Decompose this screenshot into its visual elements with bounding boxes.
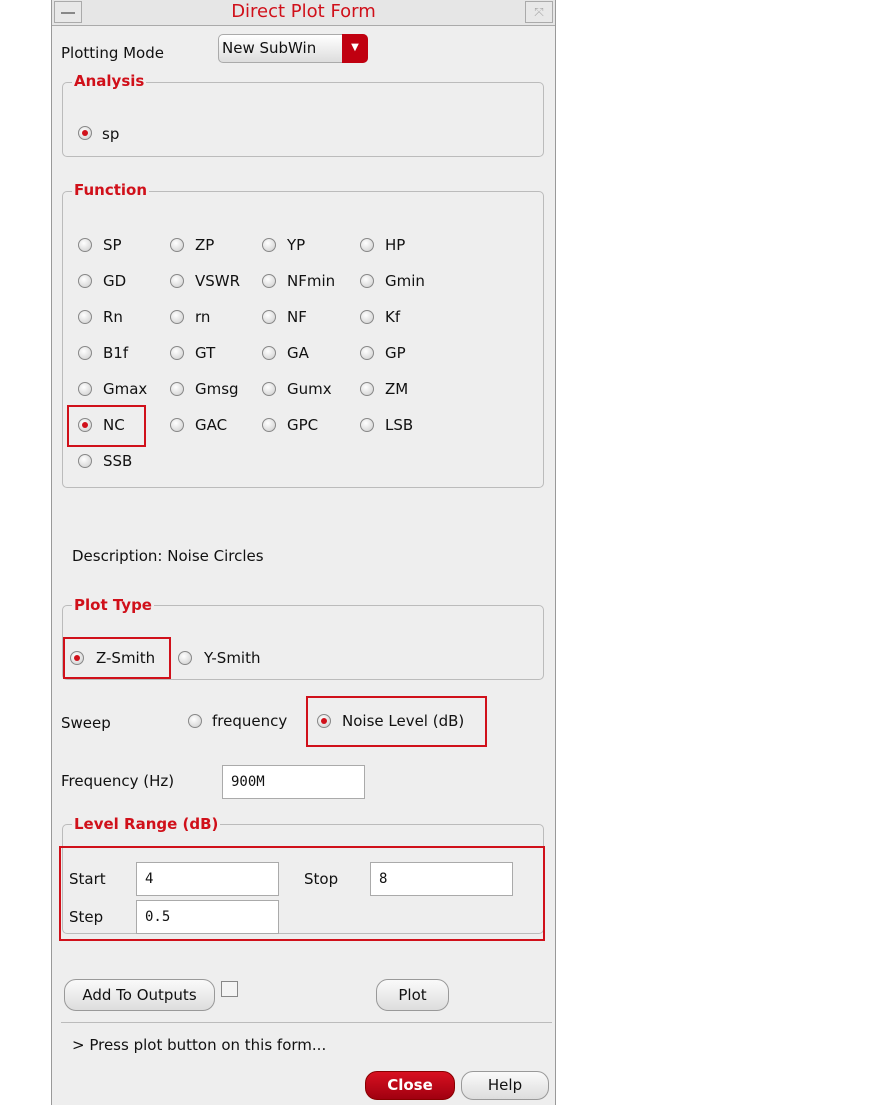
radio-gp[interactable] xyxy=(360,346,374,360)
highlight-nc xyxy=(67,405,146,447)
radio-ga-label: GA xyxy=(287,344,309,362)
plot-button[interactable]: Plot xyxy=(376,979,449,1011)
radio-rn[interactable] xyxy=(78,310,92,324)
add-to-outputs-button[interactable]: Add To Outputs xyxy=(64,979,215,1011)
radio-lsb-label: LSB xyxy=(385,416,414,434)
plotting-mode-value: New SubWin xyxy=(222,39,317,57)
radio-nfmin[interactable] xyxy=(262,274,276,288)
radio-vswr-label: VSWR xyxy=(195,272,241,290)
radio-rn-label: Rn xyxy=(103,308,123,326)
radio-zm[interactable] xyxy=(360,382,374,396)
plotting-mode-select[interactable]: New SubWin ▼ xyxy=(218,34,368,63)
radio-gmax-label: Gmax xyxy=(103,380,148,398)
radio-nfmin-label: NFmin xyxy=(287,272,336,290)
radio-rn[interactable] xyxy=(170,310,184,324)
radio-z-smith-label: Z-Smith xyxy=(96,649,156,667)
radio-y-smith-label: Y-Smith xyxy=(204,649,261,667)
function-group xyxy=(62,191,544,488)
maximize-button[interactable]: ⤧ xyxy=(525,1,553,23)
radio-vswr[interactable] xyxy=(170,274,184,288)
minimize-icon xyxy=(61,12,75,14)
frequency-input[interactable]: 900M xyxy=(222,765,365,799)
radio-b1f-label: B1f xyxy=(103,344,129,362)
radio-yp[interactable] xyxy=(262,238,276,252)
divider xyxy=(61,1022,552,1023)
stop-label: Stop xyxy=(304,870,339,888)
radio-sp[interactable] xyxy=(78,126,92,140)
radio-frequency[interactable] xyxy=(188,714,202,728)
chevron-down-icon: ▼ xyxy=(342,34,368,63)
radio-nc-label: NC xyxy=(103,416,125,434)
radio-hp-label: HP xyxy=(385,236,406,254)
radio-hp[interactable] xyxy=(360,238,374,252)
radio-frequency-label: frequency xyxy=(212,712,288,730)
radio-kf[interactable] xyxy=(360,310,374,324)
plot-type-label: Plot Type xyxy=(72,596,154,614)
radio-gmin[interactable] xyxy=(360,274,374,288)
highlight-noise-level xyxy=(306,696,487,747)
radio-gpc[interactable] xyxy=(262,418,276,432)
radio-gmax[interactable] xyxy=(78,382,92,396)
radio-gt-label: GT xyxy=(195,344,216,362)
maximize-icon: ⤧ xyxy=(534,5,544,19)
highlight-z-smith xyxy=(63,637,171,679)
radio-gp-label: GP xyxy=(385,344,406,362)
radio-sp[interactable] xyxy=(78,238,92,252)
title-bar: Direct Plot Form ⤧ xyxy=(52,0,555,26)
radio-noise-level[interactable] xyxy=(317,714,331,728)
radio-zp-label: ZP xyxy=(195,236,215,254)
window-title: Direct Plot Form xyxy=(231,1,376,22)
radio-gumx-label: Gumx xyxy=(287,380,332,398)
radio-gt[interactable] xyxy=(170,346,184,360)
radio-gd[interactable] xyxy=(78,274,92,288)
radio-noise-level-label: Noise Level (dB) xyxy=(342,712,465,730)
radio-gd-label: GD xyxy=(103,272,127,290)
radio-sp-label: sp xyxy=(102,125,120,143)
radio-gumx[interactable] xyxy=(262,382,276,396)
step-input[interactable]: 0.5 xyxy=(136,900,279,934)
analysis-group xyxy=(62,82,544,157)
radio-zp[interactable] xyxy=(170,238,184,252)
radio-ssb[interactable] xyxy=(78,454,92,468)
radio-gac-label: GAC xyxy=(195,416,228,434)
analysis-label: Analysis xyxy=(72,72,147,90)
close-button[interactable]: Close xyxy=(365,1071,455,1100)
radio-y-smith[interactable] xyxy=(178,651,192,665)
radio-gac[interactable] xyxy=(170,418,184,432)
highlight-level-range xyxy=(59,846,545,941)
direct-plot-form-window: Direct Plot Form ⤧ Plotting Mode New Sub… xyxy=(51,0,556,1105)
radio-nc[interactable] xyxy=(78,418,92,432)
radio-rn-label: rn xyxy=(195,308,211,326)
radio-gpc-label: GPC xyxy=(287,416,319,434)
radio-nf[interactable] xyxy=(262,310,276,324)
radio-gmin-label: Gmin xyxy=(385,272,425,290)
radio-nf-label: NF xyxy=(287,308,307,326)
level-range-label: Level Range (dB) xyxy=(72,815,221,833)
radio-gmsg[interactable] xyxy=(170,382,184,396)
radio-gmsg-label: Gmsg xyxy=(195,380,239,398)
start-input[interactable]: 4 xyxy=(136,862,279,896)
description-text: Description: Noise Circles xyxy=(72,547,264,565)
radio-ssb-label: SSB xyxy=(103,452,133,470)
minimize-button[interactable] xyxy=(54,1,82,23)
start-label: Start xyxy=(69,870,106,888)
radio-b1f[interactable] xyxy=(78,346,92,360)
radio-z-smith[interactable] xyxy=(70,651,84,665)
sweep-label: Sweep xyxy=(61,714,111,732)
help-button[interactable]: Help xyxy=(461,1071,549,1100)
radio-ga[interactable] xyxy=(262,346,276,360)
add-to-outputs-checkbox[interactable] xyxy=(221,981,238,997)
status-text: > Press plot button on this form... xyxy=(72,1036,327,1054)
function-label: Function xyxy=(72,181,150,199)
step-label: Step xyxy=(69,908,104,926)
radio-sp-label: SP xyxy=(103,236,122,254)
radio-kf-label: Kf xyxy=(385,308,401,326)
plotting-mode-label: Plotting Mode xyxy=(61,44,164,62)
stop-input[interactable]: 8 xyxy=(370,862,513,896)
radio-lsb[interactable] xyxy=(360,418,374,432)
frequency-label: Frequency (Hz) xyxy=(61,772,175,790)
radio-yp-label: YP xyxy=(287,236,306,254)
radio-zm-label: ZM xyxy=(385,380,409,398)
plot-type-group xyxy=(62,605,544,680)
